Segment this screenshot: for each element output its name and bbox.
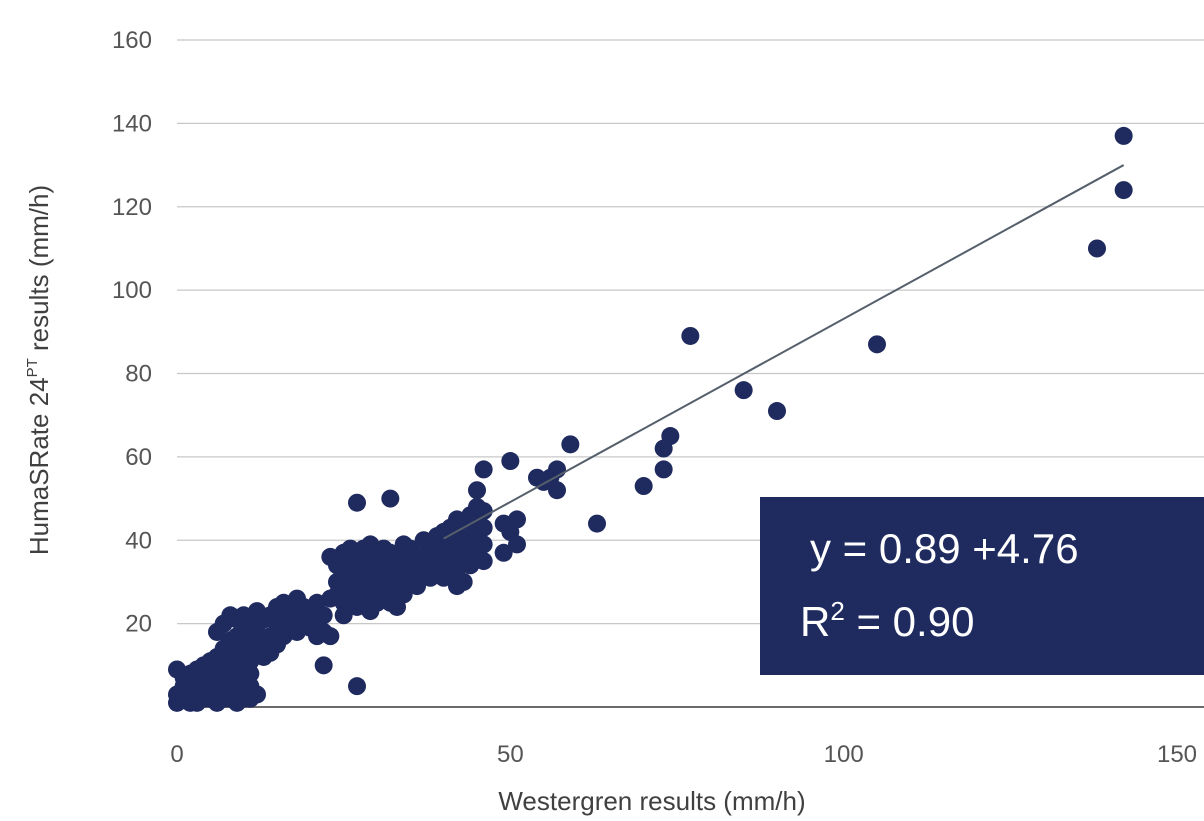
equation-box-background — [760, 497, 1204, 675]
data-point — [1114, 126, 1133, 145]
data-point — [314, 656, 333, 675]
data-point — [494, 543, 513, 562]
data-point — [348, 493, 366, 512]
y-axis-title-suffix: results (mm/h) — [24, 185, 54, 358]
data-point — [868, 335, 886, 354]
data-point — [561, 435, 580, 454]
data-point — [681, 326, 700, 345]
data-points — [168, 126, 1133, 712]
data-point — [321, 627, 340, 646]
y-tick-label: 140 — [112, 110, 152, 137]
x-axis-title: Westergren results (mm/h) — [498, 786, 805, 816]
data-point — [654, 460, 673, 479]
data-point — [314, 606, 333, 625]
data-point — [734, 381, 753, 400]
data-point — [454, 572, 473, 591]
y-tick-labels: 20 40 60 80 100 120 140 160 — [112, 27, 152, 638]
data-point — [474, 552, 493, 571]
x-tick-label: 100 — [824, 741, 864, 768]
data-point — [508, 535, 526, 554]
y-axis-title-superscript: PT — [24, 358, 41, 377]
data-point — [468, 481, 486, 500]
data-point — [381, 489, 400, 508]
data-point — [634, 477, 653, 496]
data-point — [661, 427, 680, 446]
y-axis-title: HumaSRate 24PT results (mm/h) — [24, 185, 54, 555]
data-point — [474, 502, 493, 521]
x-tick-labels: 0 50 100 150 — [170, 741, 1197, 768]
data-point — [508, 510, 526, 529]
y-tick-label: 100 — [112, 277, 152, 304]
trendline — [443, 164, 1125, 540]
y-tick-label: 80 — [125, 361, 152, 388]
data-point — [1114, 181, 1133, 200]
data-point — [588, 514, 606, 533]
data-point — [334, 606, 353, 625]
equation-box: y = 0.89 +4.76 R2 = 0.90 — [760, 497, 1204, 675]
r-label: R — [800, 598, 830, 645]
data-point — [501, 452, 520, 471]
y-tick-label: 40 — [125, 527, 152, 554]
data-point — [348, 677, 366, 696]
y-tick-label: 60 — [125, 444, 152, 471]
r-value: = 0.90 — [845, 598, 975, 645]
data-point — [474, 518, 493, 537]
data-point — [768, 402, 786, 421]
data-point — [548, 481, 566, 500]
y-tick-label: 20 — [125, 611, 152, 638]
equation-text: y = 0.89 +4.76 — [810, 525, 1079, 572]
x-tick-label: 0 — [170, 741, 183, 768]
y-tick-label: 160 — [112, 27, 152, 54]
r-squared-text: R2 = 0.90 — [800, 596, 974, 645]
x-tick-label: 50 — [497, 741, 524, 768]
x-tick-label: 150 — [1157, 741, 1197, 768]
y-axis-title-main: HumaSRate 24 — [24, 377, 54, 555]
data-point — [1088, 239, 1106, 258]
data-point — [241, 664, 260, 683]
data-point — [474, 535, 493, 554]
r-superscript: 2 — [830, 596, 844, 626]
data-point — [408, 577, 426, 596]
y-tick-label: 120 — [112, 194, 152, 221]
data-point — [474, 460, 493, 479]
data-point — [248, 685, 266, 704]
